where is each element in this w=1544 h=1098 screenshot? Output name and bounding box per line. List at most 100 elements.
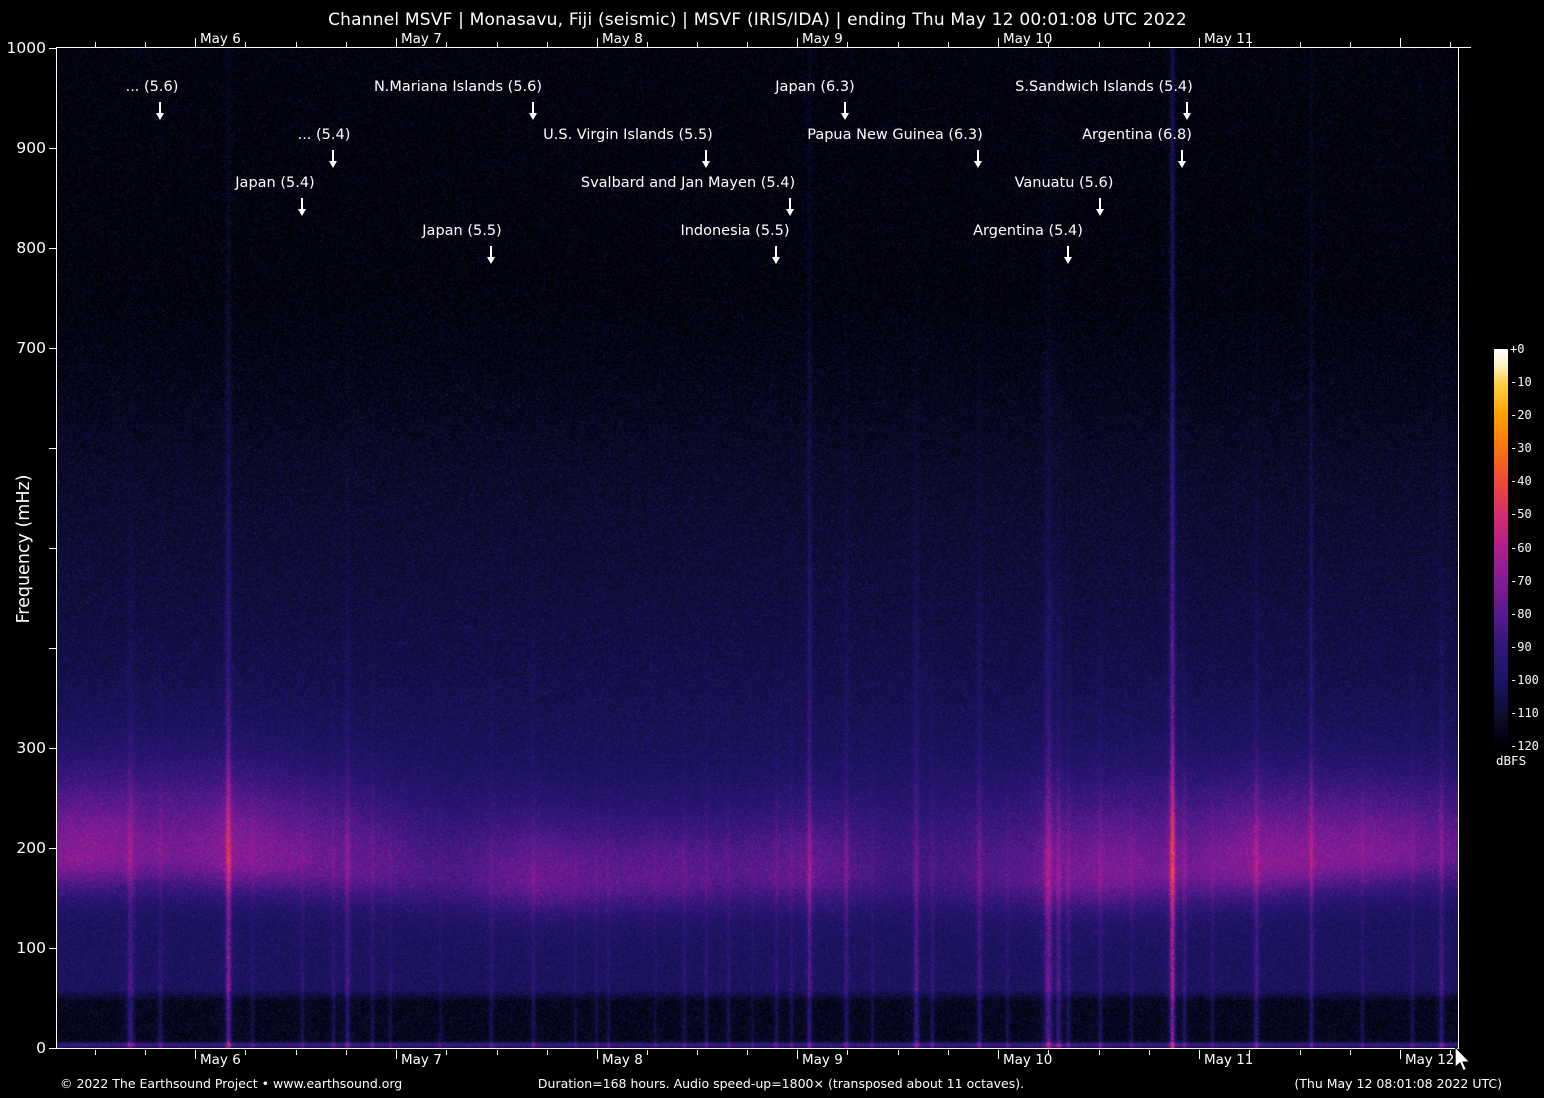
colorbar-tick-label: -70 bbox=[1510, 573, 1532, 588]
y-tick-label: 0 bbox=[36, 1039, 46, 1057]
y-tick-label: 800 bbox=[16, 239, 46, 257]
colorbar-tick-label: -10 bbox=[1510, 375, 1532, 390]
spectrogram-canvas bbox=[57, 48, 1458, 1048]
x-date-label-top: May 10 bbox=[1003, 31, 1053, 47]
colorbar-tick-label: -50 bbox=[1510, 507, 1532, 522]
arrow-shaft bbox=[490, 246, 492, 257]
y-tick bbox=[49, 348, 56, 349]
arrow-shaft bbox=[1099, 198, 1101, 209]
x-minor-tick-top bbox=[547, 42, 548, 47]
earthquake-arrow-icon bbox=[973, 150, 983, 168]
arrow-shaft bbox=[1181, 150, 1183, 161]
earthquake-label: N.Mariana Islands (5.6) bbox=[373, 79, 543, 95]
earthquake-label: Japan (6.3) bbox=[775, 79, 855, 95]
x-minor-tick-top bbox=[647, 42, 648, 47]
earthquake-label: Argentina (6.8) bbox=[1082, 127, 1192, 143]
earthquake-label: ... (5.6) bbox=[125, 79, 179, 95]
x-minor-tick-bottom bbox=[1300, 1050, 1301, 1055]
earthquake-arrow-icon bbox=[701, 150, 711, 168]
mouse-cursor-icon bbox=[1455, 1047, 1471, 1072]
x-date-label-top: May 9 bbox=[802, 31, 843, 47]
arrow-head bbox=[297, 209, 306, 216]
y-tick bbox=[49, 148, 56, 149]
earthquake-arrow-icon bbox=[1095, 198, 1105, 216]
colorbar-tick-label: -100 bbox=[1510, 672, 1539, 687]
x-minor-tick-bottom bbox=[346, 1050, 347, 1055]
earthquake-arrow-icon bbox=[486, 246, 496, 264]
x-date-label-top: May 11 bbox=[1204, 31, 1254, 47]
arrow-shaft bbox=[775, 246, 777, 257]
x-minor-tick-bottom bbox=[296, 1050, 297, 1055]
x-major-tick-top bbox=[998, 38, 999, 47]
arrow-head bbox=[528, 113, 537, 120]
x-minor-tick-bottom bbox=[145, 1050, 146, 1055]
x-minor-tick-top bbox=[1048, 42, 1049, 47]
x-minor-tick-top bbox=[296, 42, 297, 47]
x-date-label-bottom: May 11 bbox=[1204, 1052, 1254, 1068]
arrow-head bbox=[973, 161, 982, 168]
x-date-label-bottom: May 8 bbox=[602, 1052, 643, 1068]
x-minor-tick-bottom bbox=[898, 1050, 899, 1055]
y-tick bbox=[49, 1048, 56, 1049]
arrow-shaft bbox=[332, 150, 334, 161]
colorbar-tick-label: -120 bbox=[1510, 739, 1539, 753]
earthquake-arrow-icon bbox=[528, 102, 538, 120]
x-major-tick-top bbox=[1199, 38, 1200, 47]
x-date-label-bottom: May 12 bbox=[1405, 1052, 1455, 1068]
x-minor-tick-top bbox=[697, 42, 698, 47]
earthquake-arrow-icon bbox=[155, 102, 165, 120]
y-tick-label: 1000 bbox=[6, 39, 46, 57]
x-minor-tick-bottom bbox=[1350, 1050, 1351, 1055]
earthquake-arrow-icon bbox=[1177, 150, 1187, 168]
x-major-tick-bottom bbox=[1199, 1050, 1200, 1059]
arrow-head bbox=[1095, 209, 1104, 216]
x-major-tick-bottom bbox=[597, 1050, 598, 1059]
arrow-head bbox=[840, 113, 849, 120]
x-minor-tick-bottom bbox=[948, 1050, 949, 1055]
x-minor-tick-bottom bbox=[497, 1050, 498, 1055]
y-tick bbox=[49, 248, 56, 249]
arrow-head bbox=[1177, 161, 1186, 168]
footer-duration: Duration=168 hours. Audio speed-up=1800×… bbox=[537, 1076, 1025, 1091]
x-major-tick-bottom bbox=[797, 1050, 798, 1059]
x-major-tick-top bbox=[195, 38, 196, 47]
arrow-head bbox=[1182, 113, 1191, 120]
colorbar-unit-label: dBFS bbox=[1496, 753, 1527, 768]
earthquake-label: Indonesia (5.5) bbox=[680, 223, 790, 239]
colorbar bbox=[1494, 349, 1508, 746]
arrow-head bbox=[1063, 257, 1072, 264]
y-tick-label: 900 bbox=[16, 139, 46, 157]
x-date-label-bottom: May 10 bbox=[1003, 1052, 1053, 1068]
arrow-shaft bbox=[532, 102, 534, 113]
earthquake-label: Argentina (5.4) bbox=[973, 223, 1083, 239]
x-minor-tick-top bbox=[346, 42, 347, 47]
x-minor-tick-top bbox=[747, 42, 748, 47]
x-minor-tick-top bbox=[446, 42, 447, 47]
y-tick-label: 200 bbox=[16, 839, 46, 857]
y-tick bbox=[49, 848, 56, 849]
x-major-tick-top bbox=[396, 38, 397, 47]
x-minor-tick-bottom bbox=[747, 1050, 748, 1055]
earthquake-label: Japan (5.4) bbox=[235, 175, 315, 191]
x-minor-tick-top bbox=[1249, 42, 1250, 47]
y-tick bbox=[49, 548, 56, 549]
arrow-shaft bbox=[844, 102, 846, 113]
x-minor-tick-top bbox=[948, 42, 949, 47]
colorbar-tick-label: -110 bbox=[1510, 705, 1539, 720]
earthquake-label: Svalbard and Jan Mayen (5.4) bbox=[580, 175, 796, 191]
arrow-head bbox=[771, 257, 780, 264]
x-major-tick-top bbox=[597, 38, 598, 47]
y-tick-label: 100 bbox=[16, 939, 46, 957]
page-title: Channel MSVF | Monasavu, Fiji (seismic) … bbox=[328, 10, 1187, 30]
x-date-label-top: May 7 bbox=[401, 31, 442, 47]
y-axis-label: Frequency (mHz) bbox=[14, 474, 34, 624]
x-date-label-bottom: May 9 bbox=[802, 1052, 843, 1068]
earthquake-arrow-icon bbox=[840, 102, 850, 120]
x-major-tick-bottom bbox=[1400, 1050, 1401, 1059]
x-minor-tick-bottom bbox=[1249, 1050, 1250, 1055]
x-minor-tick-top bbox=[898, 42, 899, 47]
colorbar-tick-label: -90 bbox=[1510, 639, 1532, 654]
x-minor-tick-top bbox=[497, 42, 498, 47]
earthquake-label: ... (5.4) bbox=[297, 127, 351, 143]
y-tick bbox=[49, 948, 56, 949]
